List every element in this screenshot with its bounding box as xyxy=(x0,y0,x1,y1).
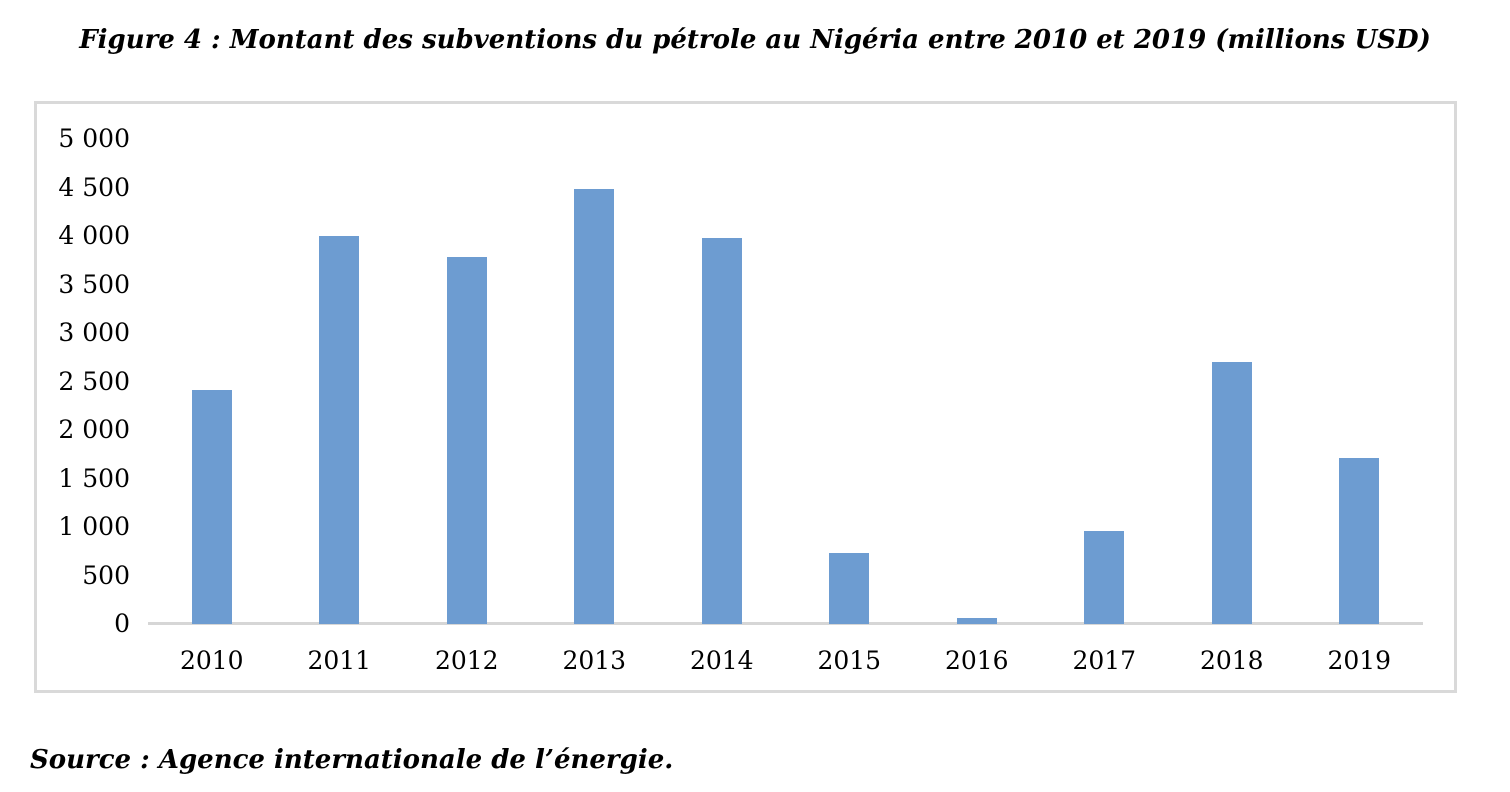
bar-2010 xyxy=(191,390,232,624)
bar-2014 xyxy=(701,237,742,624)
x-label-2019: 2019 xyxy=(1327,646,1392,675)
bar-2012 xyxy=(446,257,487,624)
y-tick-4500: 4 500 xyxy=(58,172,130,202)
y-tick-4000: 4 000 xyxy=(58,221,130,250)
y-tick-2500: 2 500 xyxy=(58,366,130,396)
x-axis-line xyxy=(148,622,1423,625)
y-tick-3500: 3 500 xyxy=(58,269,130,299)
x-label-2012: 2012 xyxy=(434,646,499,675)
x-label-2011: 2011 xyxy=(307,646,372,675)
bar-2019 xyxy=(1339,458,1380,624)
bar-2017 xyxy=(1084,530,1125,624)
x-label-2010: 2010 xyxy=(179,646,244,675)
x-label-2014: 2014 xyxy=(689,646,754,675)
y-tick-5000: 5 000 xyxy=(58,124,130,153)
y-tick-2000: 2 000 xyxy=(58,415,130,444)
bar-2013 xyxy=(574,188,615,624)
x-label-2013: 2013 xyxy=(562,646,627,675)
figure-title: Figure 4 : Montant des subventions du pé… xyxy=(79,25,1431,55)
y-tick-1000: 1 000 xyxy=(58,512,130,541)
x-label-2017: 2017 xyxy=(1072,646,1137,675)
source-note: Source : Agence internationale de l’éner… xyxy=(30,745,674,775)
x-label-2018: 2018 xyxy=(1199,646,1264,675)
x-label-2016: 2016 xyxy=(944,646,1009,675)
bar-2016 xyxy=(956,618,997,624)
bar-2011 xyxy=(319,236,360,624)
y-tick-0: 0 xyxy=(114,609,130,638)
bar-2018 xyxy=(1211,362,1252,624)
bar-2015 xyxy=(829,553,870,624)
x-label-2015: 2015 xyxy=(817,646,882,675)
y-tick-3000: 3 000 xyxy=(58,318,130,347)
y-tick-1500: 1 500 xyxy=(58,463,130,493)
chart-frame: 5 000 4 500 4 000 3 500 3 000 2 500 2 000 1 500… xyxy=(34,101,1457,693)
y-tick-500: 500 xyxy=(82,560,130,590)
